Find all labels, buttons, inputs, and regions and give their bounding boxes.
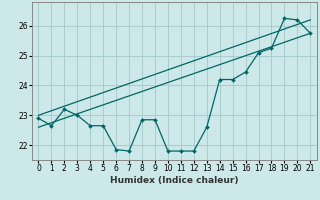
X-axis label: Humidex (Indice chaleur): Humidex (Indice chaleur) <box>110 176 239 185</box>
